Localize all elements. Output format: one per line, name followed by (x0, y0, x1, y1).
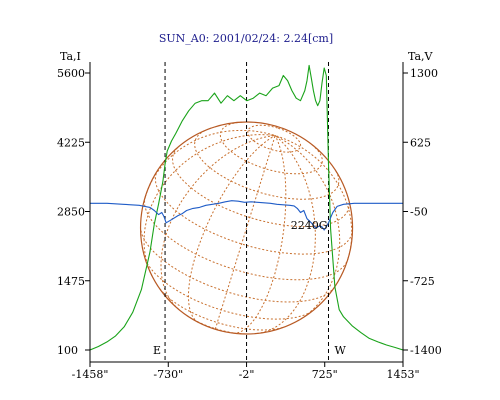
limb-markers (164, 62, 329, 362)
left-tick-label: 100 (57, 344, 78, 357)
right-axis-label: Ta,V (408, 50, 434, 63)
disk-meridian (256, 135, 316, 334)
disk-meridian (274, 135, 341, 322)
disk-parallel (140, 230, 333, 303)
disk-meridian (160, 135, 276, 310)
disk-parallel (159, 288, 284, 331)
solar-disk (139, 121, 354, 335)
disk-parallel (219, 121, 323, 175)
left-tick-label: 2850 (57, 206, 85, 219)
limb-marker-label: E (153, 344, 161, 357)
annotation-label: 2240G (291, 219, 328, 232)
disk-parallel (143, 196, 349, 281)
disk-meridian (188, 135, 276, 323)
right-tick-label: 625 (410, 136, 431, 149)
limb-marker-label: W (334, 344, 346, 357)
axes (85, 62, 408, 367)
disk-meridian (214, 135, 276, 330)
left-axis-label: Ta,I (60, 50, 81, 63)
right-tick-label: -1400 (410, 344, 442, 357)
disk-parallel (194, 130, 340, 200)
disk-parallel (247, 124, 302, 153)
x-tick-label: -2" (239, 368, 255, 381)
disk-meridian (233, 135, 287, 334)
chart-title: SUN_A0: 2001/02/24: 2.24[cm] (159, 32, 333, 45)
right-tick-label: -725 (410, 275, 435, 288)
intensity-series-line (90, 64, 403, 351)
disk-parallel (171, 147, 350, 228)
right-tick-label: -50 (410, 206, 428, 219)
labels: E W 5600 4225 2850 1475 100 1300 625 -50 -725 -1400… (57, 67, 442, 381)
x-tick-label: 1453" (386, 368, 419, 381)
left-tick-label: 1475 (57, 275, 85, 288)
left-tick-label: 4225 (57, 136, 85, 149)
x-tick-label: -730" (153, 368, 183, 381)
x-tick-label: -1458" (72, 368, 109, 381)
series-lines (90, 64, 403, 351)
disk-meridian (143, 134, 276, 277)
x-tick-label: 725" (312, 368, 338, 381)
polarization-series-line (90, 200, 403, 231)
disk-parallel (144, 259, 313, 320)
left-tick-label: 5600 (57, 67, 85, 80)
right-tick-label: 1300 (410, 67, 438, 80)
